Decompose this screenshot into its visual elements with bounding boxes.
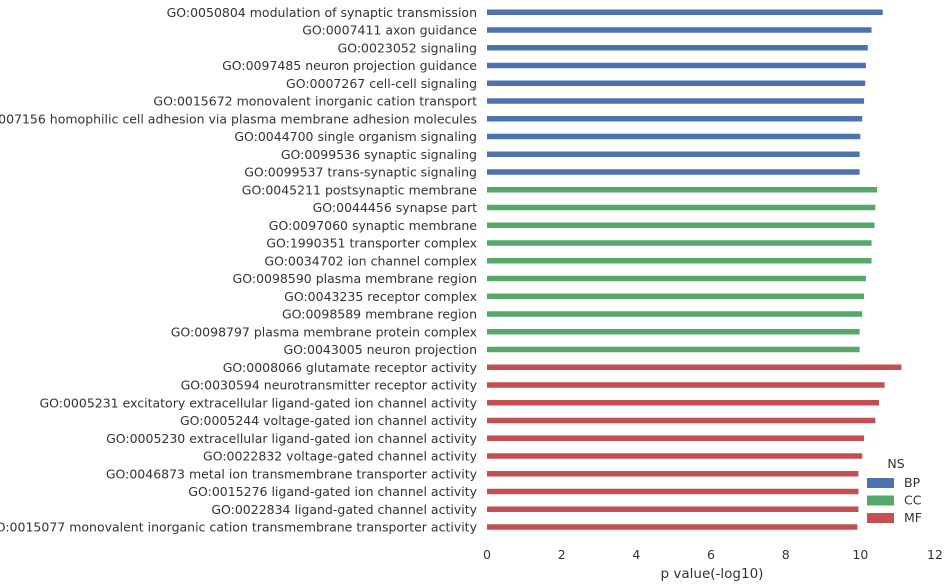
- category-labels: GO:0050804 modulation of synaptic transm…: [0, 5, 478, 535]
- bar-cc: [487, 275, 866, 282]
- bar-mf: [487, 453, 863, 459]
- category-label: GO:0015077 monovalent inorganic cation t…: [0, 520, 478, 535]
- category-label: GO:0097485 neuron projection guidance: [222, 58, 477, 73]
- legend-swatch-cc: [867, 495, 894, 506]
- x-axis-ticks: 0 2 4 6 8 10 12: [483, 547, 943, 562]
- category-label: GO:0022834 ligand-gated channel activity: [211, 502, 477, 517]
- bar-mf: [487, 471, 859, 477]
- bar-mf: [487, 364, 902, 370]
- bar-cc: [487, 311, 863, 317]
- bar-mf: [487, 382, 885, 388]
- category-label: GO:0046873 metal ion transmembrane trans…: [106, 466, 478, 481]
- category-label: GO:0098797 plasma membrane protein compl…: [171, 324, 477, 339]
- bar-bp: [487, 9, 883, 15]
- bar-cc: [487, 293, 865, 299]
- category-label: GO:0044700 single organism signaling: [234, 129, 477, 144]
- bar-bp: [487, 27, 872, 33]
- category-label: GO:0015276 ligand-gated ion channel acti…: [188, 484, 477, 499]
- legend-swatch-bp: [867, 478, 894, 488]
- category-label: GO:0044456 synapse part: [313, 200, 477, 215]
- legend-title: NS: [887, 456, 904, 471]
- bar-cc: [487, 187, 878, 193]
- bar-bp: [487, 151, 860, 157]
- bar-bp: [487, 116, 863, 122]
- category-label: GO:0022832 voltage-gated channel activit…: [203, 449, 478, 464]
- category-label: GO:0097060 synaptic membrane: [269, 218, 478, 233]
- x-tick-label: 8: [782, 547, 790, 562]
- category-label: GO:0007411 axon guidance: [302, 23, 477, 38]
- bar-cc: [487, 346, 860, 353]
- bar-bp: [487, 45, 868, 51]
- category-label: GO:0007156 homophilic cell adhesion via …: [0, 111, 477, 126]
- bar-cc: [487, 204, 876, 211]
- bar-mf: [487, 506, 859, 512]
- category-label: GO:0099536 synaptic signaling: [281, 147, 477, 162]
- category-label: GO:0050804 modulation of synaptic transm…: [167, 5, 477, 20]
- category-label: GO:0008066 glutamate receptor activity: [223, 360, 478, 375]
- category-label: GO:0007267 cell-cell signaling: [286, 76, 477, 91]
- bar-bp: [487, 62, 866, 69]
- x-axis-title: p value(-log10): [661, 566, 764, 582]
- bar-bp: [487, 98, 865, 104]
- legend-label-bp: BP: [904, 475, 921, 490]
- x-tick-label: 12: [927, 547, 943, 562]
- bar-cc: [487, 329, 860, 335]
- category-label: GO:0005231 excitatory extracellular liga…: [39, 395, 477, 410]
- category-label: GO:0034702 ion channel complex: [264, 253, 477, 268]
- category-label: GO:0043235 receptor complex: [284, 289, 477, 304]
- category-label: GO:0005230 extracellular ligand-gated io…: [106, 431, 478, 446]
- category-label: GO:0098589 membrane region: [282, 307, 477, 322]
- category-label: GO:0098590 plasma membrane region: [233, 271, 477, 286]
- category-label: GO:0023052 signaling: [338, 40, 477, 55]
- x-tick-label: 10: [852, 547, 868, 562]
- bar-bp: [487, 133, 861, 140]
- x-tick-label: 0: [483, 547, 491, 562]
- legend-entries: BP CC MF: [867, 475, 922, 525]
- bar-bp: [487, 169, 860, 175]
- category-label: GO:0045211 postsynaptic membrane: [242, 182, 478, 197]
- category-label: GO:0015672 monovalent inorganic cation t…: [153, 94, 477, 109]
- bar-bp: [487, 80, 866, 86]
- category-label: GO:0005244 voltage-gated ion channel act…: [180, 413, 478, 428]
- legend-label-cc: CC: [904, 493, 922, 508]
- legend-label-mf: MF: [904, 510, 922, 525]
- category-label: GO:0099537 trans-synaptic signaling: [244, 165, 477, 180]
- bar-cc: [487, 258, 872, 264]
- bar-mf: [487, 435, 865, 441]
- bar-cc: [487, 222, 875, 228]
- x-tick-label: 6: [707, 547, 715, 562]
- legend: NS BP CC MF: [867, 456, 922, 525]
- category-label: GO:1990351 transporter complex: [266, 236, 477, 251]
- bars-layer: [487, 9, 902, 530]
- category-label: GO:0030594 neurotransmitter receptor act…: [181, 378, 478, 393]
- bar-mf: [487, 417, 876, 424]
- x-tick-label: 2: [558, 547, 566, 562]
- legend-swatch-mf: [867, 513, 894, 523]
- bar-mf: [487, 524, 858, 530]
- bar-mf: [487, 400, 879, 406]
- bar-cc: [487, 240, 872, 246]
- category-label: GO:0043005 neuron projection: [283, 342, 477, 357]
- bar-mf: [487, 488, 859, 495]
- x-tick-label: 4: [632, 547, 640, 562]
